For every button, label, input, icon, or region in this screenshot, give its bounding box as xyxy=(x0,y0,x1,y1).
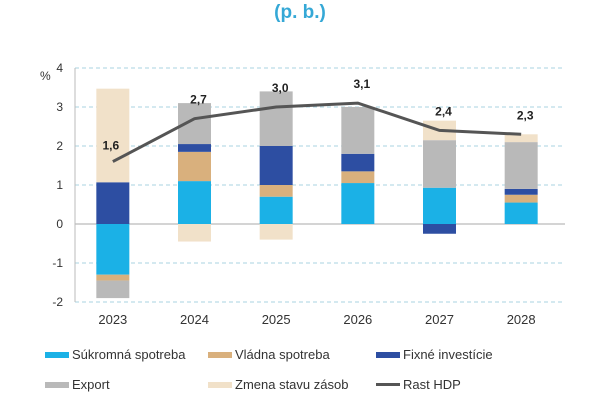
grid xyxy=(75,67,565,303)
y-tick-label: 1 xyxy=(56,178,63,192)
bar-fixn-invest-cie-2025 xyxy=(259,146,293,185)
legend-item: Súkromná spotreba xyxy=(45,347,185,362)
bar-s-kromn-spotreba-2024 xyxy=(178,181,211,224)
bar-zmena-stavu-z-sob-2023 xyxy=(96,88,130,183)
legend-swatch xyxy=(45,381,69,388)
bar-s-kromn-spotreba-2027 xyxy=(423,187,456,224)
x-tick-label: 2027 xyxy=(425,312,454,327)
bar-s-kromn-spotreba-2023 xyxy=(96,224,130,275)
bar-export-2028 xyxy=(504,142,538,189)
legend-item: Zmena stavu zásob xyxy=(208,377,348,392)
bar-export-2025 xyxy=(259,91,293,146)
y-tick-label: 4 xyxy=(56,61,63,75)
legend-swatch xyxy=(376,351,400,358)
bar-vl-dna-spotreba-2023 xyxy=(96,274,130,281)
bar-s-kromn-spotreba-2026 xyxy=(341,183,375,224)
x-tick-label: 2025 xyxy=(262,312,291,327)
y-axis: -2 -1 0 1 2 3 4 xyxy=(52,61,76,309)
data-label: 1,6 xyxy=(102,139,119,153)
legend-label: Export xyxy=(72,377,110,392)
legend-item: Rast HDP xyxy=(376,377,461,392)
legend-item: Fixné investície xyxy=(376,347,493,362)
data-label: 3,0 xyxy=(272,81,289,95)
data-label: 2,7 xyxy=(190,93,207,107)
legend-label: Zmena stavu zásob xyxy=(235,377,349,392)
bar-vl-dna-spotreba-2025 xyxy=(259,185,293,197)
bar-vl-dna-spotreba-2024 xyxy=(178,151,211,182)
gdp-line-path xyxy=(112,101,522,163)
legend-swatch xyxy=(376,383,400,386)
bar-fixn-invest-cie-2024 xyxy=(178,144,211,152)
y-tick-label: -1 xyxy=(52,256,63,270)
data-label: 2,4 xyxy=(435,104,452,118)
legend-swatch xyxy=(45,351,69,358)
chart-subtitle: (p. b.) xyxy=(274,2,326,23)
x-tick-label: 2024 xyxy=(180,312,209,327)
y-tick-label: 3 xyxy=(56,100,63,114)
legend-label: Súkromná spotreba xyxy=(72,347,186,362)
bar-fixn-invest-cie-2027 xyxy=(423,224,456,234)
x-tick-label: 2028 xyxy=(507,312,536,327)
legend-label: Vládna spotreba xyxy=(235,347,330,362)
bar-vl-dna-spotreba-2026 xyxy=(341,171,375,184)
bar-export-2027 xyxy=(423,140,456,188)
gdp-line: 1,6 2,7 3,0 3,1 2,4 2,3 xyxy=(102,77,534,163)
bar-export-2026 xyxy=(341,107,375,154)
bar-s-kromn-spotreba-2025 xyxy=(259,196,293,224)
legend-swatch xyxy=(208,381,232,388)
x-axis: 2023 2024 2025 2026 2027 2028 xyxy=(98,312,535,327)
x-tick-label: 2023 xyxy=(98,312,127,327)
bar-zmena-stavu-z-sob-2028 xyxy=(504,134,538,143)
bar-vl-dna-spotreba-2028 xyxy=(504,194,538,203)
legend-item: Vládna spotreba xyxy=(208,347,330,362)
bar-s-kromn-spotreba-2028 xyxy=(504,202,538,224)
legend-label: Fixné investície xyxy=(403,347,493,362)
legend-label: Rast HDP xyxy=(403,377,461,392)
bar-fixn-invest-cie-2023 xyxy=(96,182,130,224)
y-tick-label: 0 xyxy=(56,217,63,231)
bar-fixn-invest-cie-2026 xyxy=(341,153,375,172)
legend-item: Export xyxy=(45,377,110,392)
y-tick-label: -2 xyxy=(52,295,63,309)
bar-zmena-stavu-z-sob-2025 xyxy=(259,224,293,240)
y-axis-label: % xyxy=(40,69,51,83)
data-label: 2,3 xyxy=(517,108,534,122)
bar-zmena-stavu-z-sob-2024 xyxy=(178,224,211,242)
data-label: 3,1 xyxy=(353,77,370,91)
y-tick-label: 2 xyxy=(56,139,63,153)
bar-export-2023 xyxy=(96,280,130,299)
x-tick-label: 2026 xyxy=(343,312,372,327)
legend-swatch xyxy=(208,351,232,358)
bars xyxy=(96,88,538,299)
bar-fixn-invest-cie-2028 xyxy=(504,188,538,195)
